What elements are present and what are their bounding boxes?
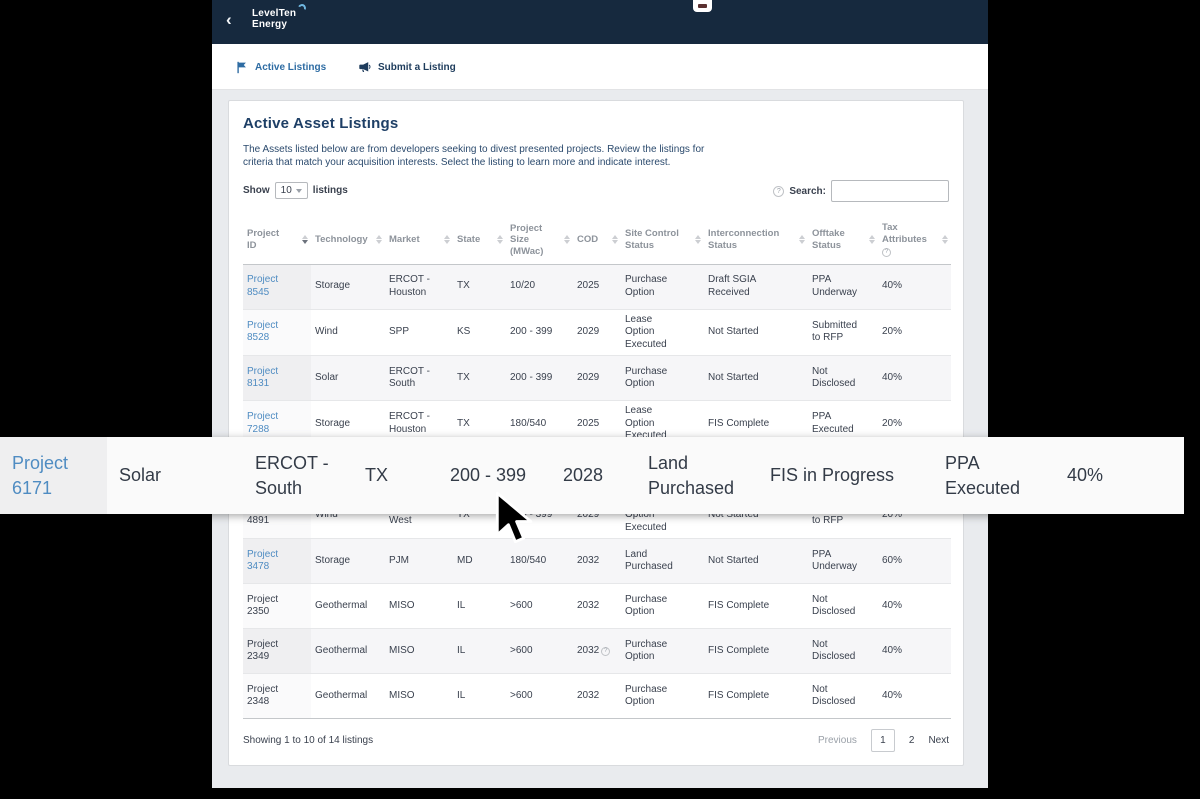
chevron-down-icon bbox=[295, 188, 302, 193]
sort-icon bbox=[564, 234, 570, 244]
magnified-row-overlay: Project 6171 Solar ERCOT - South TX 200 … bbox=[0, 437, 1184, 514]
overlay-cod: 2028 bbox=[563, 465, 604, 485]
col-header-tax[interactable]: Tax Attributes ? bbox=[878, 216, 951, 265]
sort-icon bbox=[799, 234, 805, 244]
flag-icon bbox=[237, 61, 246, 73]
project-id-link[interactable]: Project 8131 bbox=[247, 365, 279, 390]
help-icon[interactable]: ? bbox=[773, 185, 785, 197]
search-input[interactable] bbox=[831, 180, 949, 202]
project-id-link[interactable]: Project 8528 bbox=[247, 319, 279, 344]
sort-icon bbox=[376, 234, 382, 244]
sort-icon bbox=[497, 234, 503, 244]
nav-bar: Active Listings Submit a Listing bbox=[212, 44, 988, 90]
project-id-text[interactable]: Project 2350 bbox=[247, 593, 279, 618]
listings-card: Active Asset Listings The Assets listed … bbox=[228, 100, 964, 766]
app-header: ‹ LevelTen Energy bbox=[212, 0, 988, 44]
description-line2: criteria that match your acquisition int… bbox=[243, 156, 671, 168]
megaphone-icon bbox=[359, 62, 371, 73]
project-id-text[interactable]: Project 2348 bbox=[247, 683, 279, 708]
overlay-site-control: Land Purchased bbox=[648, 452, 735, 498]
description-line1: The Assets listed below are from develop… bbox=[243, 144, 705, 155]
overlay-market: ERCOT - South bbox=[255, 452, 329, 498]
overlay-interconnection: FIS in Progress bbox=[770, 465, 895, 485]
sort-icon bbox=[695, 234, 701, 244]
project-id-link[interactable]: Project 7288 bbox=[247, 411, 279, 435]
results-summary: Showing 1 to 10 of 14 listings bbox=[243, 735, 374, 746]
page-description: The Assets listed below are from develop… bbox=[243, 144, 949, 169]
tab-submit-listing[interactable]: Submit a Listing bbox=[358, 44, 456, 90]
overlay-offtake: PPA Executed bbox=[945, 452, 1021, 498]
sort-icon bbox=[942, 234, 948, 244]
table-row[interactable]: Project 3478 Storage PJM MD 180/540 2032… bbox=[243, 538, 951, 584]
previous-button[interactable]: Previous bbox=[817, 735, 857, 746]
project-id-link[interactable]: Project 3478 bbox=[247, 548, 279, 573]
page-size-value: 10 bbox=[280, 185, 292, 196]
col-header-project-size[interactable]: Project Size (MWac) bbox=[506, 216, 573, 265]
table-row[interactable]: Project 8131 Solar ERCOT - South TX 200 … bbox=[243, 355, 951, 401]
col-header-cod[interactable]: COD bbox=[573, 216, 621, 265]
col-header-project-id[interactable]: Project ID bbox=[243, 216, 311, 265]
page-size-select[interactable]: 10 bbox=[274, 182, 308, 199]
page-2-button[interactable]: 2 bbox=[908, 735, 915, 746]
table-row[interactable]: Project 2349 Geothermal MISO IL >600 203… bbox=[243, 628, 951, 674]
tab-label: Submit a Listing bbox=[378, 61, 456, 73]
page-1-button[interactable]: 1 bbox=[870, 729, 895, 752]
sort-icon bbox=[612, 234, 618, 244]
back-chevron-icon[interactable]: ‹ bbox=[226, 10, 232, 29]
table-controls: Show 10 listings ? Search: bbox=[243, 180, 949, 204]
search-label: Search: bbox=[789, 185, 826, 197]
overlay-state: TX bbox=[365, 465, 389, 485]
project-id-link[interactable]: Project 8545 bbox=[247, 274, 279, 298]
search-control: ? Search: bbox=[773, 180, 949, 202]
col-header-interconnection[interactable]: Interconnection Status bbox=[704, 216, 808, 265]
brand-logo[interactable]: LevelTen Energy bbox=[252, 8, 296, 30]
browser-viewport: ‹ LevelTen Energy Active Listings bbox=[212, 0, 988, 788]
table-header-row: Project ID Technology Market State Proje… bbox=[243, 216, 951, 265]
col-header-offtake[interactable]: Offtake Status bbox=[808, 216, 878, 265]
table-footer: Showing 1 to 10 of 14 listings Previous … bbox=[243, 719, 949, 752]
table-row[interactable]: Project 2348 Geothermal MISO IL >600 203… bbox=[243, 673, 951, 719]
sort-icon bbox=[869, 234, 875, 244]
col-header-state[interactable]: State bbox=[453, 216, 506, 265]
overlay-technology: Solar bbox=[119, 465, 162, 485]
project-id-text[interactable]: Project 2349 bbox=[247, 638, 279, 663]
brand-line2: Energy bbox=[252, 19, 288, 30]
overlay-project-id[interactable]: Project 6171 bbox=[0, 437, 107, 514]
sort-icon bbox=[444, 234, 450, 244]
table-row[interactable]: Project 2350 Geothermal MISO IL >600 203… bbox=[243, 583, 951, 629]
show-label: Show bbox=[243, 185, 270, 196]
logo-swirl-icon bbox=[296, 2, 308, 14]
col-header-technology[interactable]: Technology bbox=[311, 216, 385, 265]
mouse-cursor bbox=[495, 491, 533, 544]
listings-label: listings bbox=[312, 185, 348, 196]
screen-share-indicator-icon bbox=[693, 0, 712, 12]
col-header-market[interactable]: Market bbox=[385, 216, 453, 265]
help-icon[interactable]: ? bbox=[882, 248, 891, 258]
help-icon[interactable]: ? bbox=[601, 646, 611, 656]
table-row[interactable]: Project 8545 Storage ERCOT - Houston TX … bbox=[243, 264, 951, 310]
tab-active-listings[interactable]: Active Listings bbox=[236, 44, 326, 90]
page-size-control: Show 10 listings bbox=[243, 182, 949, 199]
table-row[interactable]: Project 8528 Wind SPP KS 200 - 399 2029 … bbox=[243, 309, 951, 356]
overlay-size: 200 - 399 bbox=[450, 465, 527, 485]
col-header-site-control[interactable]: Site Control Status bbox=[621, 216, 704, 265]
brand-line1: LevelTen bbox=[252, 8, 297, 19]
overlay-tax: 40% bbox=[1067, 465, 1104, 485]
page-title: Active Asset Listings bbox=[243, 115, 399, 132]
sort-icon bbox=[302, 234, 308, 244]
next-button[interactable]: Next bbox=[928, 735, 949, 746]
pagination: Previous 1 2 Next bbox=[818, 729, 949, 752]
tab-label: Active Listings bbox=[255, 61, 327, 73]
